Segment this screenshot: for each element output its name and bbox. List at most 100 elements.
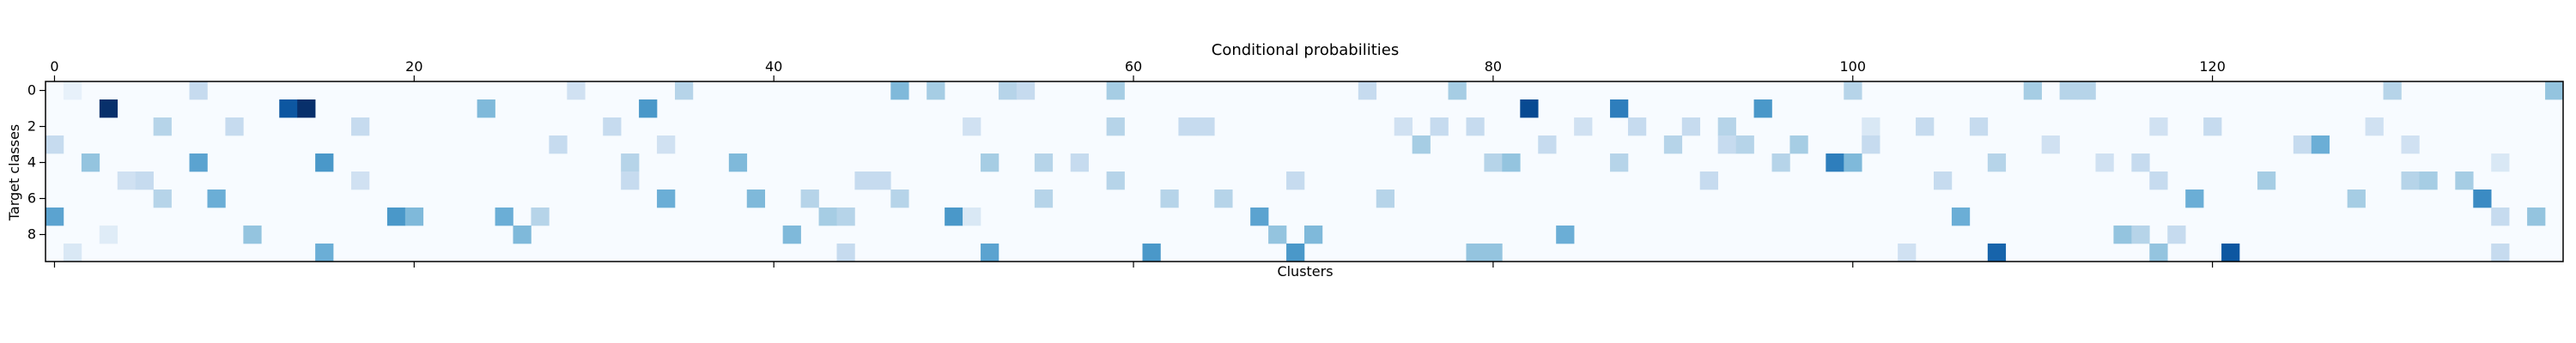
heatmap-cell: [2203, 117, 2222, 136]
heatmap-cell: [836, 244, 855, 262]
heatmap-cell: [1034, 190, 1054, 208]
heatmap-cell: [513, 226, 532, 244]
x-tick-label: 20: [405, 58, 422, 75]
heatmap-cell: [1844, 81, 1862, 100]
heatmap-cell: [1699, 172, 1718, 190]
heatmap-cells: [46, 81, 2564, 262]
heatmap-cell: [567, 81, 586, 100]
y-tick-label: 2: [27, 118, 36, 135]
y-tick-label: 4: [27, 154, 36, 171]
heatmap-cell: [1556, 226, 1575, 244]
heatmap-cell: [1826, 153, 1844, 172]
x-tick-label: 40: [765, 58, 782, 75]
heatmap-cell: [1358, 81, 1377, 100]
heatmap-cell: [1789, 135, 1808, 154]
heatmap-cell: [1898, 244, 1917, 262]
heatmap-cell: [207, 190, 226, 208]
axis-ticks: 0 20 40 60 80 100 120 0 2 4 6 8: [27, 58, 2226, 268]
heatmap-cell: [1717, 135, 1736, 154]
heatmap-cell: [2095, 153, 2114, 172]
heatmap-cell: [243, 226, 262, 244]
heatmap-cell: [297, 99, 316, 118]
heatmap-cell: [1844, 153, 1862, 172]
heatmap-cell: [2491, 153, 2510, 172]
heatmap-cell: [63, 244, 82, 262]
x-tick-label: 120: [2199, 58, 2226, 75]
heatmap-cell: [1286, 244, 1305, 262]
heatmap-cell: [1412, 135, 1431, 154]
y-tick-label: 6: [27, 190, 36, 207]
heatmap-cell: [279, 99, 298, 118]
x-axis-label: Clusters: [1277, 263, 1333, 280]
heatmap-cell: [2149, 244, 2168, 262]
heatmap-cell: [1987, 153, 2007, 172]
heatmap-cell: [1376, 190, 1395, 208]
heatmap-cell: [153, 190, 172, 208]
heatmap-cell: [46, 208, 64, 226]
heatmap-cell: [1196, 117, 1215, 136]
heatmap-cell: [1681, 117, 1701, 136]
heatmap-cell: [1034, 153, 1054, 172]
heatmap-cell: [1178, 117, 1197, 136]
heatmap-cell: [1753, 99, 1772, 118]
heatmap-cell: [1214, 190, 1233, 208]
heatmap-cell: [1771, 153, 1790, 172]
heatmap-cell: [657, 135, 676, 154]
heatmap-cell: [1627, 117, 1647, 136]
heatmap-cell: [2077, 81, 2096, 100]
y-axis-label: Target classes: [6, 124, 22, 221]
x-tick-label: 0: [50, 58, 58, 75]
heatmap-cell: [890, 190, 909, 208]
heatmap-cell: [2491, 244, 2510, 262]
heatmap-cell: [189, 153, 208, 172]
heatmap-cell: [1466, 244, 1485, 262]
heatmap-cell: [621, 172, 640, 190]
heatmap-cell: [404, 208, 424, 226]
heatmap-cell: [315, 244, 334, 262]
heatmap-cell: [1969, 117, 1989, 136]
heatmap-cell: [1916, 117, 1935, 136]
heatmap-cell: [1304, 226, 1323, 244]
y-tick-label: 0: [27, 82, 36, 99]
heatmap-cell: [746, 190, 766, 208]
heatmap-cell: [1142, 244, 1161, 262]
heatmap-cell: [2221, 244, 2240, 262]
heatmap-cell: [1394, 117, 1413, 136]
heatmap-cell: [153, 117, 172, 136]
heatmap-cell: [1574, 117, 1593, 136]
heatmap-cell: [1466, 117, 1485, 136]
heatmap-cell: [963, 208, 981, 226]
heatmap-cell: [657, 190, 676, 208]
heatmap-cell: [1484, 153, 1503, 172]
heatmap-cell: [351, 172, 370, 190]
heatmap-cell: [2293, 135, 2312, 154]
heatmap-cell: [890, 81, 909, 100]
heatmap-cell: [2041, 135, 2060, 154]
x-tick-label: 80: [1485, 58, 1502, 75]
heatmap-cell: [315, 153, 334, 172]
heatmap-cell: [621, 153, 640, 172]
heatmap-cell: [351, 117, 370, 136]
heatmap-cell: [2365, 117, 2384, 136]
heatmap-cell: [2491, 208, 2510, 226]
heatmap-cell: [2311, 135, 2330, 154]
heatmap-cell: [2131, 153, 2150, 172]
heatmap-cell: [2527, 208, 2546, 226]
heatmap-cell: [477, 99, 495, 118]
heatmap-cell: [1610, 99, 1629, 118]
heatmap-cell: [2419, 172, 2438, 190]
heatmap-cell: [549, 135, 568, 154]
heatmap-cell: [800, 190, 819, 208]
heatmap-cell: [1250, 208, 1269, 226]
heatmap-cell: [1934, 172, 1953, 190]
heatmap-cell: [135, 172, 154, 190]
heatmap-cell: [225, 117, 244, 136]
heatmap-cell: [81, 153, 100, 172]
x-tick-label: 100: [1839, 58, 1866, 75]
heatmap-cell: [99, 226, 118, 244]
heatmap-cell: [1987, 244, 2007, 262]
heatmap-cell: [1862, 117, 1880, 136]
heatmap-cell: [963, 117, 981, 136]
y-tick-label: 8: [27, 226, 36, 243]
